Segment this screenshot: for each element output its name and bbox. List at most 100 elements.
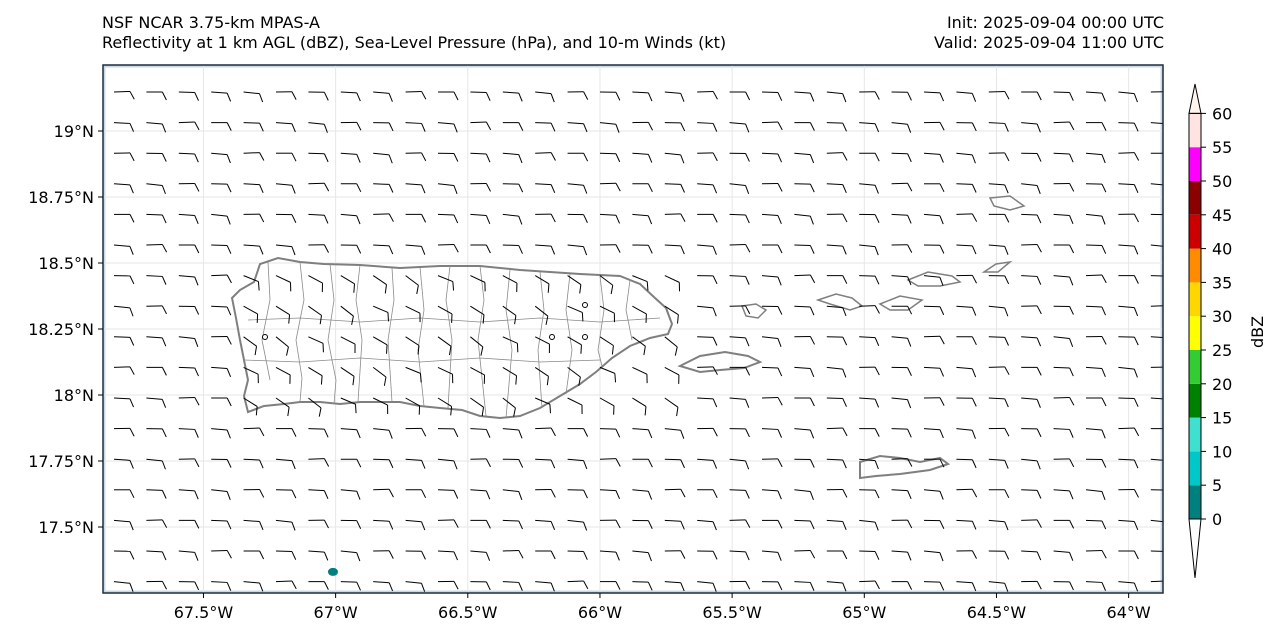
wind-barb: [599, 336, 614, 355]
wind-barb: [470, 397, 485, 417]
wind-barb: [437, 336, 452, 356]
colorbar-segment: [1189, 282, 1201, 317]
wind-barb: [988, 336, 1009, 346]
wind-barb: [761, 550, 782, 561]
wind-barb: [988, 275, 1010, 285]
wind-barb: [664, 519, 685, 530]
wind-barb: [211, 549, 232, 559]
wind-barb: [664, 458, 685, 469]
colorbar-segment: [1189, 485, 1201, 519]
wind-barb: [535, 519, 556, 530]
wind-barb: [113, 122, 135, 132]
wind-barb: [1021, 275, 1042, 285]
wind-barb: [340, 121, 362, 131]
wind-barb: [826, 122, 847, 132]
wind-barb: [956, 428, 976, 439]
wind-barb: [794, 519, 815, 530]
wind-barb: [923, 91, 945, 102]
wind-barb: [697, 152, 718, 162]
colorbar-segment: [1189, 451, 1201, 486]
wind-barb: [146, 397, 167, 408]
wind-barb: [243, 550, 265, 560]
wind-barb: [956, 519, 977, 530]
wind-barb: [956, 91, 977, 102]
wind-barb: [502, 91, 523, 102]
wind-barb: [437, 428, 459, 438]
wind-barb: [405, 489, 427, 499]
wind-barb: [567, 91, 589, 100]
wind-barb: [956, 122, 977, 132]
wind-barb: [794, 458, 815, 468]
wind-barb: [114, 489, 135, 499]
wind-barb: [729, 275, 750, 285]
wind-barb: [308, 213, 329, 224]
wind-barb: [1085, 336, 1107, 345]
wind-barb: [956, 488, 978, 498]
wind-barb: [211, 581, 232, 591]
wind-barb: [373, 305, 389, 322]
wind-barb: [891, 213, 912, 224]
wind-barb: [859, 336, 880, 347]
wind-barb: [729, 91, 751, 101]
wind-barb: [308, 122, 328, 133]
wind-barb: [1118, 244, 1139, 255]
wind-barb: [923, 550, 944, 562]
wind-barb: [567, 458, 588, 470]
wind-barb: [923, 335, 945, 345]
wind-barb: [340, 244, 362, 254]
wind-barb: [437, 458, 458, 470]
wind-barb: [762, 519, 783, 529]
wind-barb: [567, 213, 588, 223]
wind-barb: [794, 244, 815, 254]
wind-barb: [534, 366, 549, 386]
wind-barb: [308, 275, 324, 293]
wind-barb: [632, 489, 653, 500]
init-time: Init: 2025-09-04 00:00 UTC: [946, 13, 1164, 32]
wind-barb: [859, 366, 880, 376]
wind-barb: [632, 519, 653, 529]
wind-barb: [146, 183, 166, 195]
wind-barb: [275, 122, 296, 133]
wind-barb: [988, 397, 1009, 408]
wind-barb: [988, 427, 1010, 437]
colorbar-segment: [1189, 214, 1201, 249]
colorbar-tick-label: 5: [1212, 476, 1222, 495]
lat-tick-label: 18.5°N: [38, 254, 94, 273]
wind-barb: [794, 274, 816, 284]
wind-barb: [891, 122, 912, 133]
wind-barb: [697, 122, 718, 132]
wind-barb: [113, 183, 134, 194]
wind-barb: [1021, 489, 1042, 499]
wind-barb: [1118, 183, 1139, 194]
wind-barb: [664, 91, 685, 102]
wind-barb: [535, 152, 556, 161]
wind-barb: [502, 244, 523, 254]
wind-barb: [1118, 366, 1138, 378]
wind-barb: [276, 612, 296, 621]
wind-barb: [1021, 213, 1042, 224]
wind-barb: [1021, 305, 1042, 315]
wind-barb: [405, 366, 422, 383]
wind-barb: [535, 489, 556, 498]
wind-barb: [826, 427, 848, 437]
wind-barb: [599, 458, 621, 467]
wind-barb: [664, 213, 686, 222]
wind-barb: [567, 336, 582, 354]
wind-barb: [1086, 397, 1107, 407]
lat-tick-label: 17.75°N: [28, 452, 94, 471]
wind-barb: [437, 397, 453, 416]
wind-barb: [437, 152, 459, 162]
wind-barb: [1118, 122, 1139, 132]
wind-barb: [697, 366, 718, 375]
wind-barb: [632, 91, 653, 102]
anegada-coastline: [988, 195, 1026, 211]
wind-barb: [243, 336, 258, 356]
wind-barb: [729, 243, 751, 253]
wind-barb: [794, 549, 816, 559]
wind-barb: [211, 213, 231, 225]
wind-barb: [697, 213, 718, 223]
lon-tick-label: 64.5°W: [967, 603, 1027, 622]
wind-barb: [146, 122, 167, 133]
wind-barb: [373, 91, 393, 102]
wind-barb: [1150, 91, 1163, 93]
